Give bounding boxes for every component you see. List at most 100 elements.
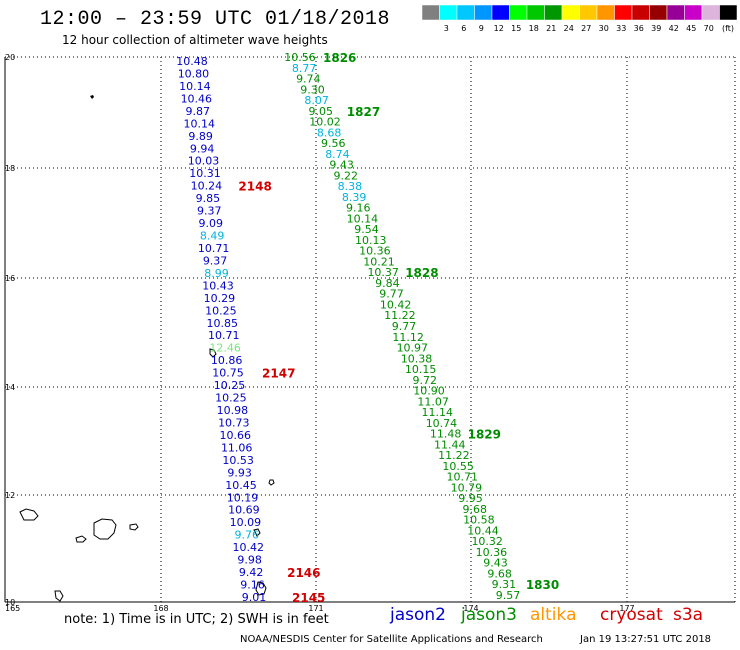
legend-label: 9: [479, 24, 484, 33]
wave-height-label: 9.37: [203, 254, 228, 267]
wave-height-label: 9.89: [188, 130, 213, 143]
wave-height-label: 9.94: [190, 142, 215, 155]
legend-label: 42: [669, 24, 679, 33]
wave-height-label: 8.38: [338, 180, 363, 193]
wave-height-label: 9.43: [483, 557, 508, 570]
wave-height-label: 9.85: [196, 192, 221, 205]
wave-height-label: 10.45: [225, 479, 257, 492]
legend-swatch: [439, 4, 458, 21]
pass-number-label: 2146: [287, 566, 320, 580]
legend-label: 45: [686, 24, 696, 33]
wave-height-label: 10.19: [227, 491, 259, 504]
wave-height-label: 10.46: [181, 92, 213, 105]
island-outline: [255, 581, 267, 596]
page-title: 12:00 – 23:59 UTC 01/18/2018: [40, 8, 391, 31]
legend-label: 12: [494, 24, 504, 33]
legend-label: 18: [529, 24, 539, 33]
wave-height-label: 10.15: [405, 363, 437, 376]
wave-height-label: 8.99: [204, 267, 229, 280]
pass-number-label: 2148: [238, 180, 271, 194]
coastlines: [19, 95, 275, 602]
legend-swatch: [509, 4, 528, 21]
legend-label: 33: [616, 24, 626, 33]
wave-height-label: 10.66: [220, 429, 252, 442]
satellite-name-altika: altika: [530, 605, 577, 625]
satellite-name-cryosat: cryosat: [600, 605, 663, 625]
wave-height-label: 10.37: [367, 266, 399, 279]
legend-swatch: [614, 4, 633, 21]
wave-height-label: 10.29: [204, 292, 236, 305]
wave-height-label: 9.16: [240, 579, 265, 592]
wave-height-label: 10.53: [222, 454, 254, 467]
wave-height-label: 9.95: [458, 492, 483, 505]
wave-height-label: 8.49: [200, 230, 225, 243]
legend-label: 30: [599, 24, 609, 33]
longitude-tick: 165: [5, 604, 20, 613]
island-outline: [75, 535, 87, 543]
island-outline: [253, 528, 261, 537]
legend-swatch: [631, 4, 650, 21]
wave-height-label: 9.37: [197, 205, 222, 218]
pass-number-label: 2147: [262, 367, 295, 381]
wave-height-label: 9.16: [346, 202, 371, 215]
legend-label: 24: [564, 24, 574, 33]
wave-height-label: 10.79: [451, 481, 483, 494]
longitude-tick: 168: [153, 604, 168, 613]
wave-height-label: 10.71: [446, 471, 478, 484]
wave-height-label: 9.31: [492, 578, 517, 591]
wave-height-label: 10.73: [218, 416, 250, 429]
legend-swatch: [579, 4, 598, 21]
wave-height-label: 9.05: [309, 105, 334, 118]
legend-swatch: [561, 4, 580, 21]
track-jason3: 10.568.779.749.308.079.0510.028.689.568.…: [284, 51, 559, 602]
wave-height-label: 9.30: [300, 83, 325, 96]
wave-height-label: 10.36: [359, 245, 391, 258]
wave-height-label: 10.13: [355, 234, 387, 247]
wave-height-label: 10.86: [211, 354, 243, 367]
latitude-tick: 12: [5, 491, 15, 500]
wave-height-label: 9.56: [321, 137, 346, 150]
wave-height-label: 10.14: [347, 212, 379, 225]
island-outline: [54, 590, 64, 602]
wave-height-label: 10.24: [191, 180, 223, 193]
latitude-tick: 10: [5, 598, 15, 607]
wave-height-label: 10.74: [426, 417, 458, 430]
legend-swatch: [526, 4, 545, 21]
wave-height-label: 9.43: [329, 159, 354, 172]
satellite-name-jason3: jason3: [461, 605, 517, 625]
legend-swatch: [649, 4, 668, 21]
legend-swatch: [701, 4, 720, 21]
legend-swatch: [491, 4, 510, 21]
island-outline: [268, 479, 275, 486]
wave-height-label: 11.22: [438, 449, 470, 462]
legend-label: 70: [704, 24, 714, 33]
wave-height-label: 10.36: [476, 546, 508, 559]
legend-label: 27: [581, 24, 591, 33]
wave-height-label: 12.46: [209, 342, 241, 355]
wave-height-label: 8.77: [292, 62, 317, 75]
wave-height-label: 10.97: [397, 342, 429, 355]
wave-height-label: 11.12: [392, 331, 424, 344]
legend-label: 39: [651, 24, 661, 33]
credit-line: NOAA/NESDIS Center for Satellite Applica…: [240, 634, 543, 645]
pass-number-label: 1826: [323, 51, 356, 65]
wave-height-label: 9.68: [462, 503, 487, 516]
wave-height-label: 11.14: [422, 406, 454, 419]
wave-height-label: 10.98: [217, 404, 249, 417]
wave-height-label: 8.07: [304, 94, 329, 107]
legend-swatch: [456, 4, 475, 21]
wave-height-label: 10.71: [208, 329, 240, 342]
wave-height-label: 9.54: [354, 223, 379, 236]
wave-height-label: 10.55: [442, 460, 474, 473]
longitude-tick: 177: [619, 604, 634, 613]
wave-height-label: 9.84: [375, 277, 400, 290]
legend-label: 15: [511, 24, 521, 33]
island-outline: [93, 518, 117, 540]
legend-unit: (ft): [722, 24, 734, 33]
wave-height-label: 11.06: [221, 441, 253, 454]
legend-label: 3: [444, 24, 449, 33]
latitude-tick: 20: [5, 53, 15, 62]
wave-height-label: 10.14: [179, 80, 211, 93]
lat-lon-grid: 165 168 171 174 177 20 18 16 14 12 10: [4, 53, 736, 613]
